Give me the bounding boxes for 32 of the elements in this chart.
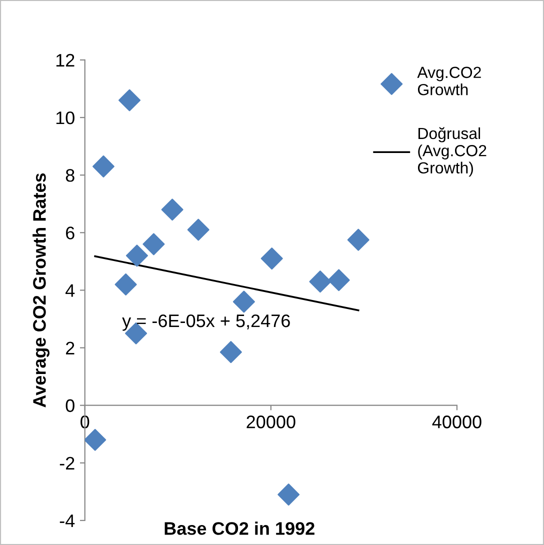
y-axis-title: Average CO2 Growth Rates <box>32 173 50 408</box>
x-tick-label: 40000 <box>432 416 482 428</box>
point <box>328 269 350 292</box>
y-tick-label: 12 <box>56 54 74 66</box>
y-tick-label: 4 <box>66 284 75 297</box>
x-tick-label: 0 <box>80 416 90 428</box>
point <box>309 270 332 293</box>
y-tick-label: 8 <box>66 169 74 182</box>
legend-label: Avg.CO2 Growth <box>417 66 481 96</box>
point <box>92 155 114 178</box>
point <box>142 233 165 256</box>
point <box>260 248 283 270</box>
x-tick-label: 20000 <box>246 416 296 428</box>
point <box>84 428 106 451</box>
y-tick-label: 6 <box>66 226 74 240</box>
annotation: y = -6E-05x + 5,2476 <box>122 314 290 331</box>
point <box>347 228 370 251</box>
point <box>278 484 300 506</box>
point <box>114 273 137 296</box>
point <box>126 244 148 267</box>
point <box>187 218 210 241</box>
point <box>118 89 141 112</box>
y-tick-label: -2 <box>60 456 74 470</box>
point <box>161 198 184 221</box>
y-tick-label: -4 <box>60 514 75 528</box>
x-axis-title: Base CO2 in 1992 <box>164 522 314 535</box>
point <box>232 290 255 313</box>
y-tick-label: 2 <box>66 342 74 354</box>
y-tick-label: 0 <box>66 399 74 412</box>
y-tick-label: 10 <box>56 111 74 124</box>
point <box>220 341 242 364</box>
legend-label: Doğrusal (Avg.CO2 Growth) <box>418 127 486 177</box>
